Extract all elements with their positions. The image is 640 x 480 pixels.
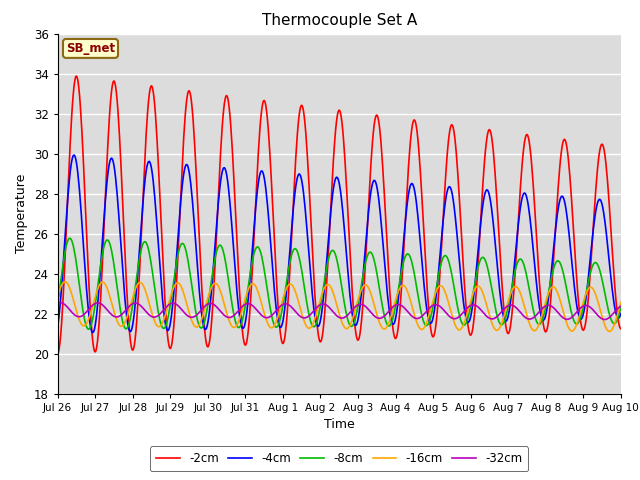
-2cm — [180, 134, 188, 140]
-32cm — [180, 309, 188, 315]
Line: -16cm: -16cm — [58, 282, 621, 331]
-8cm — [124, 325, 131, 331]
-32cm — [210, 301, 218, 307]
-32cm — [600, 317, 608, 323]
-2cm — [64, 192, 72, 198]
-4cm — [426, 320, 433, 325]
-2cm — [123, 283, 131, 288]
-8cm — [54, 301, 61, 307]
Line: -2cm: -2cm — [58, 76, 621, 354]
Line: -32cm: -32cm — [58, 302, 621, 320]
-8cm — [410, 265, 417, 271]
-2cm — [210, 291, 218, 297]
-8cm — [617, 304, 625, 310]
-2cm — [408, 122, 416, 128]
-16cm — [180, 290, 188, 296]
-4cm — [70, 152, 78, 158]
-16cm — [54, 294, 61, 300]
Legend: -2cm, -4cm, -8cm, -16cm, -32cm: -2cm, -4cm, -8cm, -16cm, -32cm — [150, 446, 529, 471]
-32cm — [408, 314, 416, 320]
-2cm — [425, 309, 433, 315]
-16cm — [61, 279, 68, 285]
-32cm — [123, 306, 131, 312]
-2cm — [617, 326, 625, 332]
-16cm — [123, 316, 131, 322]
-32cm — [65, 306, 72, 312]
-32cm — [54, 300, 61, 306]
-8cm — [67, 235, 74, 241]
-4cm — [89, 330, 97, 336]
-16cm — [617, 300, 625, 305]
Line: -4cm: -4cm — [58, 155, 621, 333]
-4cm — [180, 167, 188, 172]
-16cm — [408, 305, 416, 311]
-8cm — [85, 326, 93, 332]
-8cm — [64, 238, 72, 243]
-32cm — [425, 306, 433, 312]
-8cm — [426, 318, 433, 324]
-4cm — [617, 311, 625, 316]
-4cm — [54, 324, 61, 329]
Title: Thermocouple Set A: Thermocouple Set A — [262, 13, 417, 28]
-16cm — [210, 281, 218, 287]
-4cm — [211, 252, 218, 258]
-4cm — [124, 318, 131, 324]
Line: -8cm: -8cm — [58, 238, 621, 329]
X-axis label: Time: Time — [324, 418, 355, 431]
-2cm — [54, 351, 61, 357]
-32cm — [56, 300, 64, 305]
-16cm — [606, 328, 614, 334]
Y-axis label: Temperature: Temperature — [15, 174, 28, 253]
-4cm — [64, 195, 72, 201]
-32cm — [617, 303, 625, 309]
-2cm — [72, 73, 80, 79]
-16cm — [425, 312, 433, 318]
-8cm — [180, 243, 188, 249]
-4cm — [410, 182, 417, 188]
Text: SB_met: SB_met — [66, 42, 115, 55]
-8cm — [211, 260, 218, 265]
-16cm — [65, 283, 72, 288]
